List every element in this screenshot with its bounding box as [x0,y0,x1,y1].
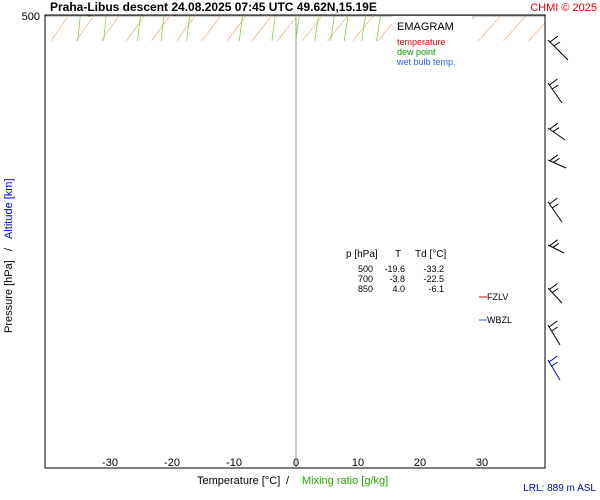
wind-barb-icon [547,239,565,254]
temperature-tick-label: -30 [102,457,118,469]
fzlv-label: FZLV [487,292,508,302]
plot-border [44,14,546,469]
wind-barb-icon [547,197,563,223]
temperature-tick-label: 20 [414,457,426,469]
legend-wetbulb: wet bulb temp. [396,57,456,67]
wind-barb-icon [547,320,561,346]
wind-barb-icon [547,283,563,304]
wbzl-label: WBZL [487,315,512,325]
wind-barb-icon [547,35,569,61]
table-row-850-t: 4.0 [392,284,405,294]
wind-barb-icon [547,122,566,141]
table-row-500-p: 500 [358,264,373,274]
wind-barb-icon [547,154,567,169]
temperature-tick-label: -10 [226,457,242,469]
y-axis-label-pressure: Pressure [hPa] [3,260,15,333]
temperature-tick-label: 10 [352,457,364,469]
data-table-bg [344,244,448,294]
axis-tick-labels: 5006007008509251000-30-20-10010203054321 [22,11,488,469]
temperature-tick-label: 30 [476,457,488,469]
x-axis-label-separator: / [286,475,290,487]
temperature-tick-label: -20 [164,457,180,469]
table-header-p: p [hPa] [346,249,378,260]
legend-box [392,16,472,72]
x-axis-label-mixing: Mixing ratio [g/kg] [302,475,388,487]
table-row-500-td: -33.2 [423,264,444,274]
wind-barb-icon [547,355,561,381]
legend-temperature: temperature [397,37,446,47]
x-axis-label-temperature: Temperature [°C] [197,475,280,487]
pressure-tick-label: 500 [22,11,40,23]
lrl-note: LRL: 889 m ASL [523,483,596,494]
wind-barbs [547,35,569,381]
copyright: CHMI © 2025 [530,2,597,14]
table-header-td: Td [°C] [415,249,446,260]
y-axis-label: Pressure [hPa] / Altitude [km] [3,178,15,333]
legend-title: EMAGRAM [397,21,454,33]
table-header-t: T [395,249,401,260]
plot-frame [44,14,546,469]
legend-dewpoint: dew point [397,47,436,57]
y-axis-label-altitude: Altitude [km] [3,178,15,239]
wind-barb-icon [547,78,563,104]
y-axis-label-separator: / [3,247,15,251]
temperature-tick-label: 0 [293,457,299,469]
table-row-850-td: -6.1 [428,284,444,294]
chart-title: Praha-Libus descent 24.08.2025 07:45 UTC… [50,0,377,14]
table-row-700-p: 700 [358,274,373,284]
table-row-700-td: -22.5 [423,274,444,284]
table-row-850-p: 850 [358,284,373,294]
table-row-700-t: -3.8 [389,274,405,284]
table-row-500-t: -19.6 [384,264,405,274]
